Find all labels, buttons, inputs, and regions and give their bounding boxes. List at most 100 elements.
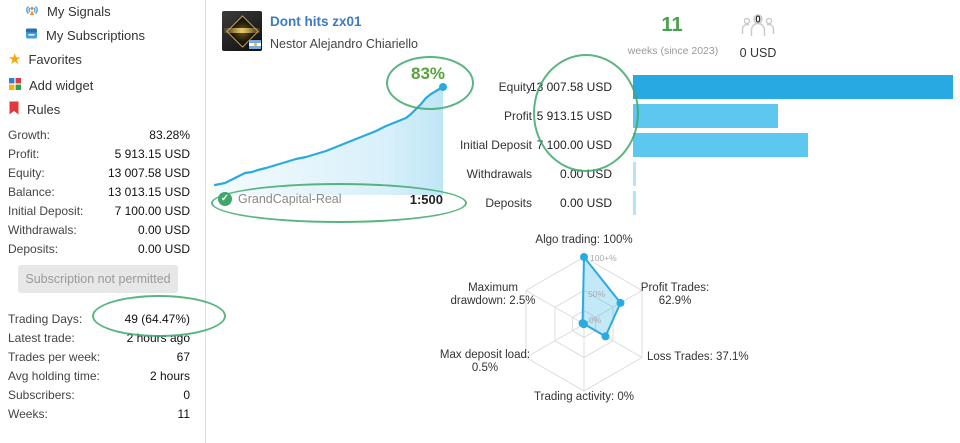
stat-value: 2 hours ago	[126, 331, 190, 345]
stat-value: 2 hours	[149, 369, 190, 383]
stat-row-trading-days: Trading Days: 49 (64.47%)	[8, 311, 190, 327]
signal-author-link[interactable]: Nestor Alejandro Chiariello	[270, 37, 418, 51]
stat-label: Deposits:	[8, 242, 59, 256]
stat-label: Trading Days:	[8, 312, 83, 326]
growth-percent-label: 83%	[410, 64, 446, 83]
balance-label: Equity	[498, 80, 532, 94]
star-icon: ★	[8, 51, 22, 68]
balance-label: Initial Deposit	[459, 138, 532, 152]
balance-value: 13 007.58 USD	[529, 80, 612, 94]
sidebar-item-label: Rules	[27, 102, 61, 117]
stat-value: 7 100.00 USD	[114, 204, 190, 218]
subscriptions-icon	[24, 26, 39, 44]
sidebar-item-label: Favorites	[28, 52, 82, 67]
stat-value: 13 007.58 USD	[107, 166, 190, 180]
balance-bar-withdrawals	[633, 162, 636, 186]
signals-icon	[24, 2, 40, 21]
bookmark-icon	[8, 101, 20, 118]
sidebar-item-label: My Subscriptions	[46, 27, 145, 43]
stat-row-initial-deposit: Initial Deposit: 7 100.00 USD	[8, 203, 190, 219]
stat-row-withdrawals: Withdrawals: 0.00 USD	[8, 222, 190, 238]
stat-value: 49 (64.47%)	[124, 312, 190, 326]
stat-row-weeks: Weeks: 11	[8, 406, 190, 422]
stat-label: Balance:	[8, 185, 55, 199]
weeks-caption: weeks (since 2023)	[627, 45, 719, 57]
weeks-count: 11	[661, 14, 683, 36]
stat-row-deposits: Deposits: 0.00 USD	[8, 241, 190, 257]
balance-label: Deposits	[485, 196, 532, 210]
stat-row-latest-trade: Latest trade: 2 hours ago	[8, 330, 190, 346]
argentina-flag-icon	[249, 40, 261, 49]
stat-label: Equity:	[8, 166, 45, 180]
subscribers-group-icon: 0	[741, 14, 775, 36]
stat-value: 11	[177, 407, 190, 421]
leverage-value: 1:500	[409, 192, 443, 207]
managed-funds-value: 0 USD	[739, 46, 777, 60]
stat-value: 5 913.15 USD	[114, 147, 190, 161]
sidebar-item-label: Add widget	[29, 78, 94, 93]
verified-check-icon: ✓	[218, 192, 232, 206]
sidebar-item-favorites[interactable]: ★ Favorites	[8, 52, 82, 67]
avatar-logo-glint	[224, 28, 260, 33]
balance-bar-equity	[633, 75, 953, 99]
signal-radar-chart: 100+% 50% 0%	[525, 253, 643, 392]
stat-value: 83.28%	[149, 128, 190, 142]
sidebar-item-my-subscriptions[interactable]: My Subscriptions	[24, 26, 145, 44]
stat-row-balance: Balance: 13 013.15 USD	[8, 184, 190, 200]
radar-ring-label-50: 50%	[588, 289, 605, 299]
equity-line	[213, 85, 445, 187]
balance-value: 7 100.00 USD	[536, 138, 612, 152]
broker-name: GrandCapital-Real	[238, 192, 342, 206]
stat-label: Weeks:	[8, 407, 48, 421]
stat-row-equity: Equity: 13 007.58 USD	[8, 165, 190, 181]
stat-label: Growth:	[8, 128, 51, 142]
radar-ring-label-0: 0%	[589, 315, 602, 325]
stat-label: Latest trade:	[8, 331, 75, 345]
stat-label: Profit:	[8, 147, 40, 161]
stat-row-trades-per-week: Trades per week: 67	[8, 349, 190, 365]
radar-label-trading-activity: Trading activity: 0%	[534, 391, 634, 403]
subscribers-count-on-icon: 0	[755, 15, 761, 26]
balance-bar-profit	[633, 104, 778, 128]
balance-value: 0.00 USD	[559, 167, 612, 181]
stat-row-growth: Growth: 83.28%	[8, 127, 190, 143]
radar-label-maximum-drawdown: Maximum drawdown: 2.5%	[450, 282, 536, 307]
stat-value: 0	[183, 388, 190, 402]
radar-label-algo-trading: Algo trading: 100%	[535, 234, 633, 246]
radar-label-profit-trades: Profit Trades: 62.9%	[640, 282, 710, 307]
stat-row-avg-holding-time: Avg holding time: 2 hours	[8, 368, 190, 384]
stat-value: 67	[176, 350, 190, 364]
sidebar-item-label: My Signals	[47, 4, 111, 19]
radar-label-max-deposit-load: Max deposit load: 0.5%	[439, 349, 531, 374]
stat-label: Withdrawals:	[8, 223, 77, 237]
balance-bar-initial-deposit	[633, 133, 808, 157]
stat-label: Subscribers:	[8, 388, 75, 402]
balance-bar-deposits	[633, 191, 636, 215]
stat-value: 0.00 USD	[137, 223, 190, 237]
signal-title-link[interactable]: Dont hits zx01	[270, 14, 362, 29]
stat-label: Initial Deposit:	[8, 204, 84, 218]
stat-label: Avg holding time:	[8, 369, 100, 383]
balance-label: Profit	[503, 109, 532, 123]
sidebar-item-rules[interactable]: Rules	[8, 101, 60, 118]
sidebar-item-add-widget[interactable]: Add widget	[8, 77, 93, 94]
equity-endpoint	[439, 83, 447, 91]
balance-value: 5 913.15 USD	[536, 109, 612, 123]
equity-area	[215, 87, 443, 195]
equity-growth-chart	[213, 83, 447, 195]
radar-label-loss-trades: Loss Trades: 37.1%	[647, 351, 749, 363]
balance-value: 0.00 USD	[559, 196, 612, 210]
stat-row-subscribers: Subscribers: 0	[8, 387, 190, 403]
radar-dots	[578, 253, 625, 341]
stat-row-profit: Profit: 5 913.15 USD	[8, 146, 190, 162]
sidebar-item-my-signals[interactable]: My Signals	[24, 2, 111, 21]
stat-label: Trades per week:	[8, 350, 101, 364]
widget-grid-icon	[8, 77, 22, 94]
sidebar-separator	[205, 0, 206, 443]
stat-value: 0.00 USD	[137, 242, 190, 256]
subscription-button[interactable]: Subscription not permitted	[18, 265, 178, 293]
stat-value: 13 013.15 USD	[107, 185, 190, 199]
balance-label: Withdrawals	[466, 167, 532, 181]
radar-ring-label-100: 100+%	[590, 253, 617, 263]
